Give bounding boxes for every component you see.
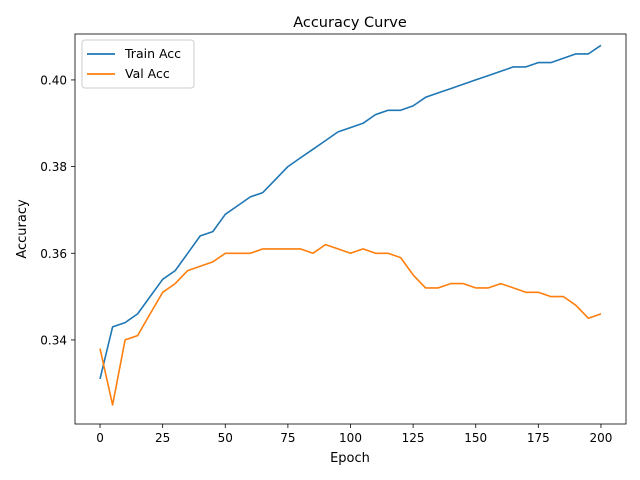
chart-title: Accuracy Curve [293,15,407,31]
y-axis-ticks: 0.34 0.36 0.38 0.40 [40,73,75,347]
x-tick-label: 200 [590,431,613,445]
y-tick-label: 0.38 [40,160,67,174]
legend-label-val: Val Acc [125,66,170,81]
x-tick-label: 75 [280,431,295,445]
plot-background [75,34,626,424]
plot-area [74,33,627,425]
x-tick-label: 50 [218,431,233,445]
y-axis-label: Accuracy [15,199,30,259]
x-tick-label: 100 [339,431,362,445]
x-tick-label: 0 [96,431,104,445]
legend: Train Acc Val Acc [81,39,195,89]
x-axis-ticks: 0 25 50 75 100 125 150 175 200 [96,424,612,445]
series-layer [99,44,602,406]
x-tick-label: 125 [402,431,425,445]
x-tick-label: 175 [527,431,550,445]
x-axis-label: Epoch [330,451,370,466]
legend-frame [81,39,195,89]
x-tick-label: 25 [155,431,170,445]
series-line-val-acc [99,243,602,406]
series-line-train-acc [99,44,602,380]
x-tick-label: 150 [464,431,487,445]
legend-label-train: Train Acc [124,46,181,61]
y-tick-label: 0.36 [40,247,67,261]
y-tick-label: 0.40 [40,73,67,87]
y-tick-label: 0.34 [40,333,67,347]
